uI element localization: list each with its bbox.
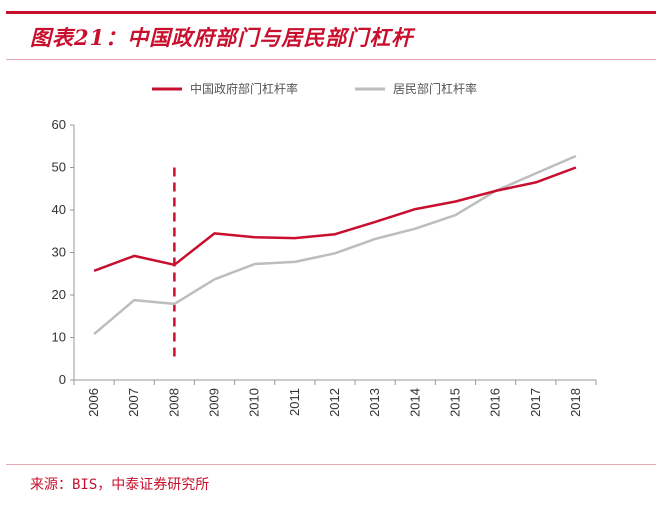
chart-plot-area — [93, 154, 577, 336]
x-tick-label: 2006 — [86, 388, 101, 417]
y-tick-label: 20 — [52, 287, 66, 302]
legend-label: 居民部门杠杆率 — [393, 81, 477, 96]
x-tick-label: 2011 — [287, 388, 302, 416]
x-tick-label: 2008 — [166, 388, 181, 417]
x-tick-label: 2012 — [327, 388, 342, 417]
x-tick-label: 2013 — [367, 388, 382, 417]
y-tick-label: 50 — [52, 160, 66, 175]
source-note: 来源：BIS，中泰证券研究所 — [30, 477, 210, 493]
y-tick-label: 40 — [52, 202, 66, 217]
y-tick-label: 30 — [52, 245, 66, 260]
y-tick-label: 10 — [52, 330, 66, 345]
legend-government: 中国政府部门杠杆率 — [152, 81, 298, 96]
chart-title: 图表21：中国政府部门与居民部门杠杆 — [30, 25, 414, 50]
chart-legend: 中国政府部门杠杆率 居民部门杠杆率 — [152, 81, 477, 96]
x-tick-label: 2015 — [447, 388, 462, 417]
series-line-household — [93, 154, 577, 336]
chart-axes: 0 10 20 30 40 50 60 2006 2007 2008 2009 2010 2011 201… — [52, 117, 597, 417]
y-tick-label: 60 — [52, 117, 66, 132]
x-tick-label: 2016 — [488, 388, 503, 417]
x-tick-label: 2009 — [207, 388, 222, 417]
header-accent-bar — [6, 11, 656, 14]
legend-household: 居民部门杠杆率 — [355, 81, 477, 96]
x-tick-label: 2010 — [247, 388, 262, 417]
x-tick-label: 2018 — [568, 388, 583, 417]
line-chart: 中国政府部门杠杆率 居民部门杠杆率 0 10 20 30 40 50 60 2006 2007 20… — [52, 81, 597, 417]
x-tick-label: 2007 — [126, 388, 141, 417]
source-divider — [6, 464, 656, 465]
x-tick-label: 2014 — [407, 388, 422, 417]
series-line-government — [93, 166, 577, 272]
y-tick-label: 0 — [59, 372, 66, 387]
x-tick-label: 2017 — [528, 388, 543, 417]
title-divider — [6, 59, 656, 60]
legend-label: 中国政府部门杠杆率 — [190, 81, 298, 96]
